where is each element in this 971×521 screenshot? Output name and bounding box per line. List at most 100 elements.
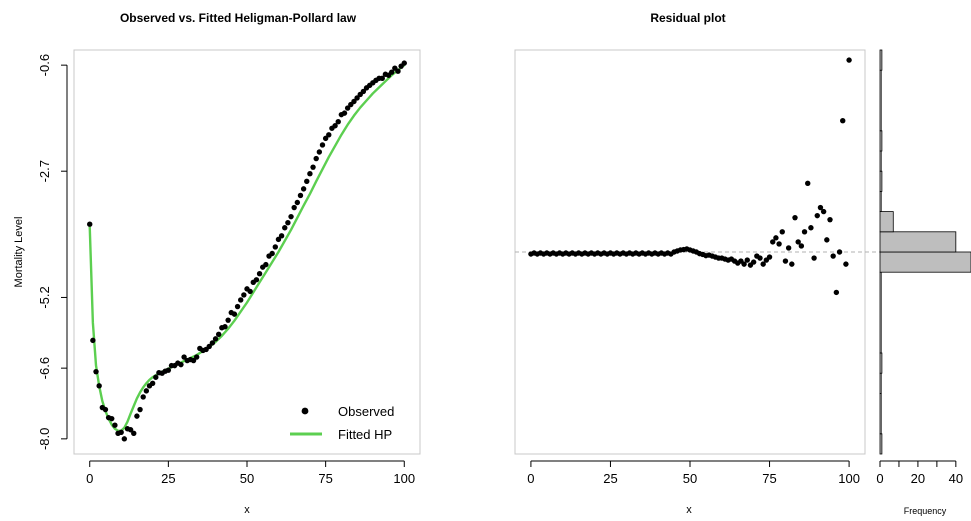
observed-point <box>90 337 96 344</box>
fit-y-tick-label: -5.2 <box>37 286 52 308</box>
histogram-bar <box>879 190 882 212</box>
observed-point <box>285 220 291 226</box>
fit-y-tick-label: -6.6 <box>37 357 52 379</box>
residual-point <box>824 237 830 243</box>
residual-point <box>795 239 801 245</box>
histogram-bar <box>879 211 894 233</box>
observed-point <box>326 132 332 138</box>
observed-point <box>109 415 115 422</box>
fit-x-tick-label: 0 <box>86 471 93 486</box>
observed-point <box>282 225 288 231</box>
residual-point <box>744 257 750 263</box>
observed-point <box>300 186 307 192</box>
observed-point <box>143 388 150 394</box>
fit-x-tick-label: 75 <box>318 471 332 486</box>
fit-y-tick-label: -0.6 <box>37 54 52 76</box>
residual-point <box>808 225 814 231</box>
observed-point <box>313 155 319 162</box>
legend-observed-label: Observed <box>338 404 394 419</box>
residual-point <box>811 255 817 261</box>
observed-point <box>140 394 146 400</box>
residual-x-axis-label: x <box>686 504 692 516</box>
observed-point <box>190 357 197 364</box>
histogram-x-tick-label: 0 <box>876 471 883 486</box>
residual-point <box>798 243 805 249</box>
histogram-bars <box>879 49 971 455</box>
observed-point <box>87 221 93 227</box>
histogram-x-axis: 0 20 40 <box>876 460 963 486</box>
observed-point <box>238 297 244 303</box>
histogram-bar <box>879 231 957 253</box>
residual-point <box>782 258 789 264</box>
observed-point <box>344 105 351 111</box>
observed-point <box>316 149 323 155</box>
observed-point <box>272 244 279 250</box>
observed-point <box>165 367 172 373</box>
observed-point <box>231 311 238 317</box>
histogram-bar <box>879 271 882 354</box>
residual-x-tick-label: 25 <box>603 471 617 486</box>
observed-point <box>388 69 395 75</box>
observed-point <box>278 233 285 239</box>
residual-point <box>840 118 846 124</box>
fit-x-tick-label: 25 <box>161 471 175 486</box>
observed-point <box>149 380 156 386</box>
observed-point <box>247 288 253 295</box>
fit-panel-title: Observed vs. Fitted Heligman-Pollard law <box>120 11 357 25</box>
histogram-panel: 0 20 40 Frequency <box>876 49 971 516</box>
legend-observed-marker <box>301 407 309 415</box>
residual-point <box>779 229 785 235</box>
observed-point <box>96 383 102 389</box>
observed-point <box>253 277 260 283</box>
histogram-bar <box>879 392 882 435</box>
observed-point <box>256 271 263 277</box>
residual-point <box>817 204 824 211</box>
residual-point <box>801 229 808 235</box>
residual-point <box>792 214 798 221</box>
fit-panel: Observed vs. Fitted Heligman-Pollard law… <box>13 11 421 516</box>
observed-point <box>291 204 297 211</box>
residual-x-tick-label: 100 <box>838 471 860 486</box>
observed-point <box>395 68 401 74</box>
observed-point <box>102 406 109 413</box>
residual-point <box>776 241 782 247</box>
residual-panel-title: Residual plot <box>650 11 725 25</box>
observed-point <box>209 340 216 346</box>
fit-y-tick-label: -2.7 <box>37 160 52 182</box>
histogram-bar <box>879 150 882 172</box>
observed-point <box>310 164 316 170</box>
fit-plot-frame <box>73 49 421 455</box>
residual-point <box>785 245 792 251</box>
residual-point <box>757 255 763 261</box>
residual-point <box>770 239 776 245</box>
residual-point <box>805 180 811 187</box>
residual-x-tick-label: 50 <box>683 471 697 486</box>
residual-point <box>820 208 827 215</box>
histogram-x-tick-label: 20 <box>911 471 925 486</box>
residual-point <box>789 261 795 267</box>
observed-point <box>112 422 118 428</box>
observed-point <box>134 413 140 419</box>
histogram-x-tick-label: 40 <box>949 471 963 486</box>
observed-point <box>127 427 134 433</box>
fit-x-axis: 0 25 50 75 100 <box>86 460 415 486</box>
observed-point <box>304 178 310 184</box>
observed-point <box>215 331 222 338</box>
observed-point <box>178 361 184 368</box>
histogram-bar <box>879 372 882 394</box>
residual-point <box>741 261 747 267</box>
observed-series <box>87 60 407 442</box>
residual-point <box>750 259 757 265</box>
observed-point <box>206 343 212 350</box>
observed-point <box>212 336 219 342</box>
observed-point <box>225 317 231 323</box>
observed-point <box>118 429 124 435</box>
histogram-bar <box>879 352 883 374</box>
fitted-hp-line <box>88 64 406 432</box>
histogram-x-axis-label: Frequency <box>904 506 947 516</box>
residual-point <box>846 57 852 63</box>
observed-point <box>234 303 241 310</box>
histogram-bar <box>879 251 971 273</box>
residual-point <box>760 261 766 267</box>
